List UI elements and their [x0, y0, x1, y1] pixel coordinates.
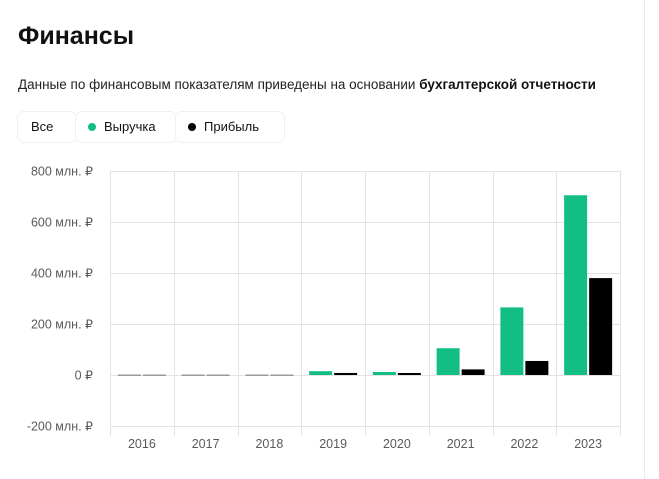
y-tick-label: 600 млн. ₽ — [31, 216, 93, 230]
x-tick-label: 2018 — [255, 437, 283, 451]
section-title: Финансы — [18, 22, 135, 50]
bar-profit-2017[interactable] — [206, 374, 230, 377]
filter-all-button[interactable]: Все — [18, 112, 76, 142]
filter-profit-button[interactable]: Прибыль — [176, 112, 284, 142]
chart-grid — [110, 171, 621, 436]
x-tick-label: 2021 — [447, 437, 475, 451]
profit-dot-icon — [188, 123, 196, 131]
right-divider — [644, 0, 645, 479]
bar-revenue-2023[interactable] — [564, 195, 588, 375]
filter-revenue-button[interactable]: Выручка — [76, 112, 176, 142]
accounting-reports-link[interactable]: бухгалтерской отчетности — [419, 77, 596, 92]
filter-profit-label: Прибыль — [204, 119, 259, 134]
bar-profit-2019[interactable] — [334, 372, 358, 375]
bar-profit-2016[interactable] — [142, 374, 166, 377]
x-tick-label: 2017 — [192, 437, 220, 451]
x-tick-label: 2020 — [383, 437, 411, 451]
bar-profit-2020[interactable] — [397, 373, 421, 375]
x-tick-label: 2019 — [319, 437, 347, 451]
revenue-dot-icon — [88, 123, 96, 131]
y-axis-ticks: 800 млн. ₽ 600 млн. ₽ 400 млн. ₽ 200 млн. ₽… — [27, 165, 93, 434]
bar-profit-2021[interactable] — [461, 369, 485, 375]
x-tick-label: 2016 — [128, 437, 156, 451]
chart-bars — [117, 195, 613, 377]
y-tick-label: 0 ₽ — [75, 369, 93, 383]
filter-revenue-label: Выручка — [104, 119, 156, 134]
y-tick-label: 800 млн. ₽ — [31, 165, 93, 179]
bar-revenue-2016[interactable] — [117, 374, 141, 377]
bar-profit-2022[interactable] — [525, 360, 549, 375]
bar-profit-2018[interactable] — [270, 374, 294, 377]
bar-revenue-2021[interactable] — [436, 348, 460, 375]
x-axis-ticks: 2016 2017 2018 2019 2020 2021 2022 2023 — [128, 437, 602, 451]
bar-revenue-2017[interactable] — [181, 374, 205, 377]
y-tick-label: 200 млн. ₽ — [31, 318, 93, 332]
filter-all-label: Все — [31, 119, 54, 134]
bar-profit-2023[interactable] — [589, 278, 613, 375]
bar-revenue-2018[interactable] — [245, 374, 269, 377]
y-tick-label: -200 млн. ₽ — [27, 420, 93, 434]
section-description: Данные по финансовым показателям приведе… — [18, 76, 596, 94]
x-tick-label: 2022 — [510, 437, 538, 451]
bar-revenue-2020[interactable] — [372, 371, 396, 375]
y-tick-label: 400 млн. ₽ — [31, 267, 93, 281]
x-tick-label: 2023 — [574, 437, 602, 451]
description-text: Данные по финансовым показателям приведе… — [18, 77, 420, 92]
bar-revenue-2019[interactable] — [309, 371, 333, 375]
bar-revenue-2022[interactable] — [500, 307, 524, 375]
